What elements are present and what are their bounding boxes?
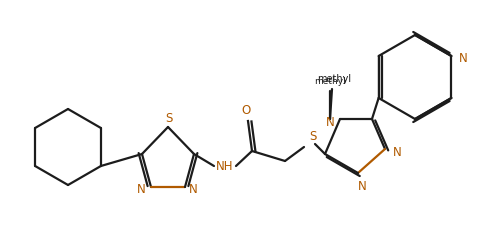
Text: O: O (242, 104, 251, 117)
Text: S: S (165, 111, 173, 124)
Text: N: N (326, 116, 334, 129)
Text: methyl: methyl (314, 76, 346, 85)
Text: methyl: methyl (317, 74, 351, 84)
Text: N: N (189, 183, 197, 196)
Text: N: N (358, 179, 366, 192)
Text: N: N (393, 145, 401, 158)
Text: NH: NH (216, 159, 234, 172)
Text: N: N (459, 52, 468, 65)
Text: N: N (137, 183, 145, 196)
Text: S: S (309, 129, 317, 142)
